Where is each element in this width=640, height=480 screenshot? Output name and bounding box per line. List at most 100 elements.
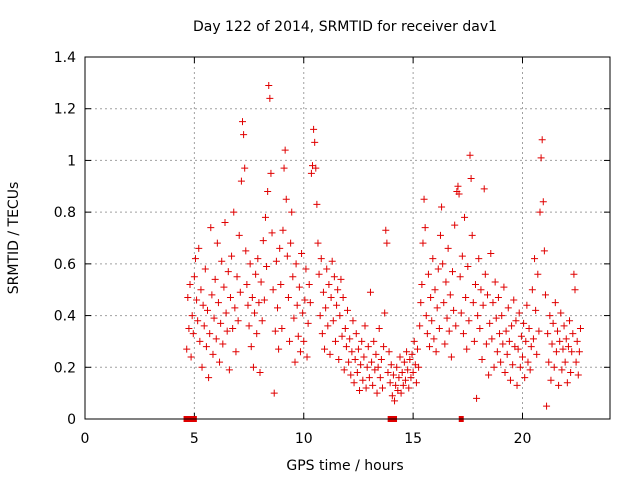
data-point [222,309,230,317]
data-point [493,348,501,356]
data-point [298,250,306,258]
data-point [357,361,365,369]
data-point [536,208,544,216]
x-axis-ticks: 0 5 10 15 20 [81,57,532,447]
data-point [334,286,342,294]
data-point [342,343,350,351]
data-point [255,299,263,307]
data-point [376,374,384,382]
data-point [547,376,555,384]
data-point [571,286,579,294]
data-point [466,151,474,159]
data-point [480,185,488,193]
data-point [535,327,543,335]
data-point [333,301,341,309]
y-tick-label: 0 [67,412,76,428]
data-point [249,363,257,371]
data-point [352,330,360,338]
data-point [407,374,415,382]
data-point [405,384,413,392]
data-point [561,358,569,366]
data-point [226,293,234,301]
data-point [440,299,448,307]
data-point [471,281,479,289]
data-point [328,257,336,265]
data-point [198,363,206,371]
data-point [556,337,564,345]
data-point [526,366,534,374]
data-point [417,299,425,307]
data-point [340,366,348,374]
data-point [524,358,532,366]
chart-title: Day 122 of 2014, SRMTID for receiver dav… [193,19,497,35]
data-point [312,164,320,172]
data-point [330,273,338,281]
data-point [570,270,578,278]
data-point [428,317,436,325]
x-tick-label: 20 [514,431,532,447]
data-point [386,379,394,387]
data-point [401,376,409,384]
data-point [206,330,214,338]
data-point [230,208,238,216]
data-point [363,363,371,371]
data-point [568,348,576,356]
data-point [213,239,221,247]
data-point [534,270,542,278]
data-point [572,358,580,366]
y-tick-label: 0.8 [54,205,76,221]
data-point [267,169,275,177]
data-point [269,286,277,294]
data-point [210,314,218,322]
data-point [485,371,493,379]
data-point [317,255,325,263]
data-point [528,286,536,294]
data-point [554,327,561,335]
data-point [478,356,486,364]
data-point [436,231,444,239]
data-point [339,293,347,301]
data-point [515,309,523,317]
data-point [529,335,537,343]
data-point [559,345,567,353]
data-point [197,286,205,294]
data-point [502,327,510,335]
data-point [442,278,450,286]
data-point [321,345,329,353]
data-point [544,330,552,338]
data-point [225,366,233,374]
data-point [189,330,197,338]
data-point [487,250,495,258]
data-point [209,350,217,358]
data-point [290,314,298,322]
data-point [281,146,289,154]
data-point [314,239,322,247]
data-point [385,348,393,356]
data-point [234,317,242,325]
data-point [573,337,581,345]
data-point [506,376,514,384]
data-point [299,309,307,317]
data-point [199,301,207,309]
data-point [331,337,339,345]
data-point [501,368,509,376]
data-point [522,337,530,345]
data-point [242,247,250,255]
data-point [283,252,291,260]
data-point [446,291,454,299]
data-point [567,368,575,376]
data-point [274,304,281,312]
data-point [418,281,426,289]
data-point [429,255,437,263]
data-point [256,368,264,376]
data-point [301,296,309,304]
y-tick-label: 0.2 [54,360,76,376]
data-point [482,340,490,348]
data-point [324,322,332,330]
data-point [388,392,396,400]
data-point [498,312,506,320]
data-point [452,322,460,330]
data-point [239,118,246,126]
data-point [426,343,434,351]
data-point [219,340,227,348]
